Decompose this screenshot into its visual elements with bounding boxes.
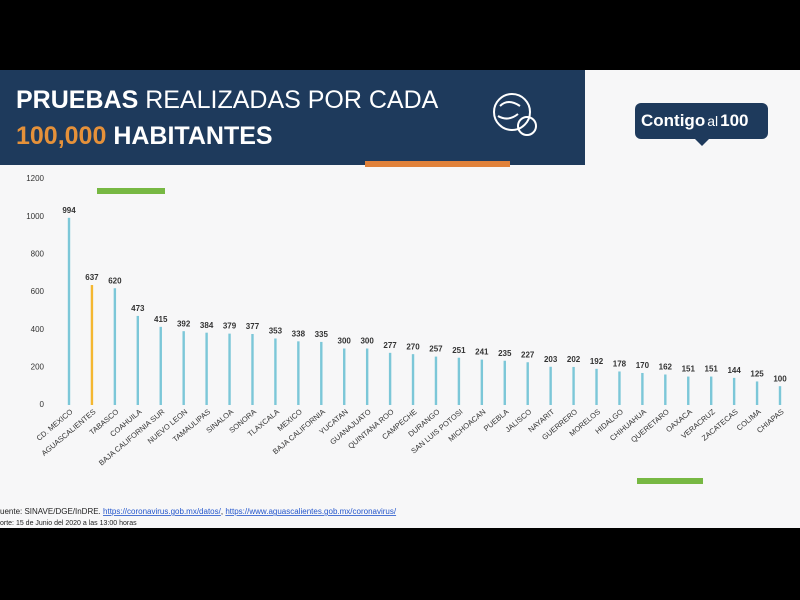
- bar: [159, 326, 162, 405]
- logo-text: Contigo al 100: [641, 111, 748, 130]
- bar: [182, 331, 185, 405]
- data-label: 251: [452, 346, 466, 355]
- data-label: 379: [223, 322, 237, 331]
- data-label: 620: [108, 276, 122, 285]
- bar: [549, 366, 552, 405]
- title-line2: 100,000 HABITANTES: [16, 122, 273, 150]
- data-label: 277: [383, 341, 397, 350]
- bar: [411, 354, 415, 405]
- bar: [388, 352, 392, 405]
- data-label: 125: [750, 370, 764, 379]
- bar: [274, 338, 277, 405]
- data-label: 100: [773, 374, 787, 383]
- accent-bar: [97, 188, 165, 194]
- bar: [434, 356, 438, 405]
- title-bold: PRUEBAS: [16, 86, 138, 114]
- data-label: 257: [429, 345, 443, 354]
- source-prefix: uente: SINAVE/DGE/InDRE.: [0, 507, 101, 516]
- bar: [343, 348, 346, 405]
- logo-part: al: [707, 113, 718, 129]
- source: uente: SINAVE/DGE/InDRE. https://coronav…: [0, 507, 397, 516]
- footer: uente: SINAVE/DGE/InDRE. https://coronav…: [0, 507, 397, 527]
- y-tick-label: 400: [31, 325, 45, 334]
- bar: [709, 376, 713, 405]
- bar: [664, 374, 667, 405]
- data-label: 270: [406, 342, 420, 351]
- y-tick-label: 200: [31, 362, 45, 371]
- data-label: 353: [269, 327, 283, 336]
- virus-icon: [493, 93, 537, 136]
- bar: [320, 341, 323, 405]
- y-tick-label: 800: [31, 249, 45, 258]
- bar: [572, 366, 575, 405]
- title-rest2: HABITANTES: [113, 122, 272, 150]
- data-label: 637: [85, 273, 99, 282]
- data-label: 178: [613, 360, 627, 369]
- y-tick-label: 600: [31, 287, 45, 296]
- data-label: 227: [521, 350, 535, 359]
- data-label: 170: [636, 361, 650, 370]
- bar: [732, 377, 736, 405]
- accent-bar: [365, 161, 510, 167]
- bar: [755, 381, 759, 405]
- data-label: 392: [177, 319, 191, 328]
- bar: [136, 315, 140, 405]
- y-tick-label: 0: [40, 400, 45, 409]
- title-rest: REALIZADAS POR CADA: [145, 86, 438, 114]
- data-label: 300: [338, 337, 352, 346]
- data-label: 151: [705, 365, 719, 374]
- data-label: 203: [544, 355, 558, 364]
- y-tick-label: 1200: [26, 174, 44, 183]
- bar: [595, 368, 598, 405]
- link[interactable]: https://www.aguascalientes.gob.mx/corona…: [225, 507, 397, 516]
- bar: [778, 386, 782, 405]
- title-number: 100,000: [16, 122, 106, 150]
- bar: [251, 333, 254, 405]
- accent-bar: [637, 478, 703, 484]
- data-label: 384: [200, 321, 214, 330]
- data-label: 202: [567, 355, 581, 364]
- y-tick-label: 1000: [26, 212, 44, 221]
- data-label: 473: [131, 304, 145, 313]
- bar: [67, 217, 71, 405]
- bar: [503, 360, 506, 405]
- bar: [457, 357, 461, 405]
- data-label: 144: [727, 366, 741, 375]
- bar: [90, 285, 94, 405]
- data-label: 192: [590, 357, 604, 366]
- bar: [641, 372, 644, 405]
- bar: [113, 288, 117, 405]
- data-label: 151: [682, 365, 696, 374]
- bar: [297, 341, 300, 405]
- logo-part: Contigo: [641, 111, 705, 130]
- data-label: 241: [475, 348, 489, 357]
- bar: [687, 376, 690, 405]
- data-label: 335: [315, 330, 329, 339]
- data-label: 415: [154, 315, 168, 324]
- data-label: 162: [659, 363, 673, 372]
- data-label: 994: [62, 206, 76, 215]
- bar: [480, 359, 484, 405]
- data-label: 377: [246, 322, 260, 331]
- bar: [228, 333, 231, 405]
- report-date: orte: 15 de Junio del 2020 a las 13:00 h…: [0, 520, 137, 527]
- logo-part: 100: [720, 111, 748, 130]
- link[interactable]: https://coronavirus.gob.mx/datos/: [103, 507, 222, 516]
- bar: [205, 332, 208, 405]
- bar: [526, 362, 529, 405]
- bar: [365, 348, 369, 405]
- title-line1: PRUEBAS REALIZADAS POR CADA: [16, 86, 439, 114]
- logo: Contigo al 100: [635, 103, 768, 146]
- header-band: [0, 70, 585, 165]
- bar: [618, 371, 621, 405]
- data-label: 235: [498, 349, 512, 358]
- logo-box: [635, 103, 768, 139]
- separator: ,: [221, 507, 223, 516]
- data-label: 338: [292, 329, 306, 338]
- data-label: 300: [360, 337, 374, 346]
